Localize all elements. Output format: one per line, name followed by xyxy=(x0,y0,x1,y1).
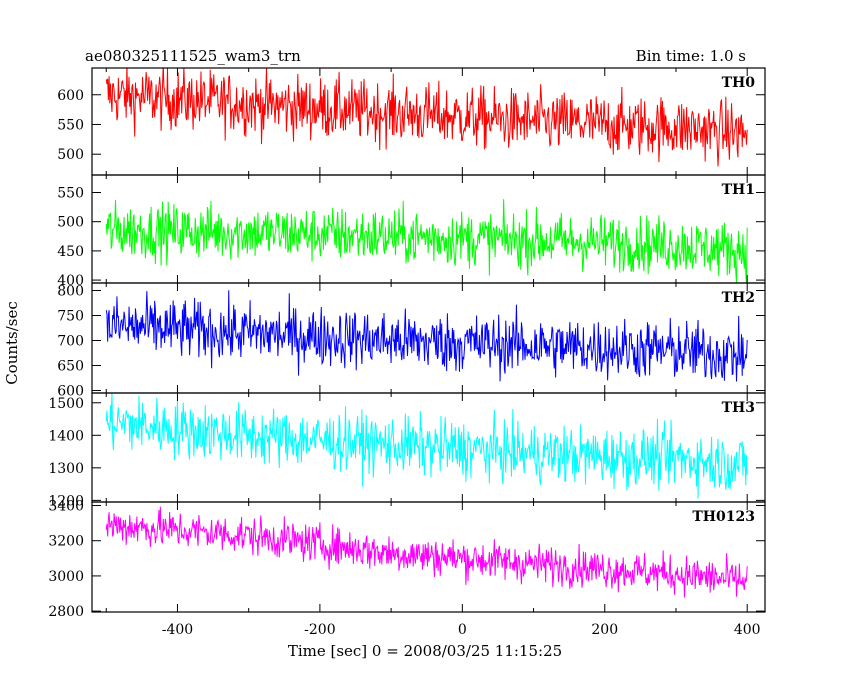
panel-label: TH2 xyxy=(722,290,755,306)
panel-th0: 500 550 600 TH0 xyxy=(57,67,766,176)
y-tick-label: 550 xyxy=(57,117,84,133)
y-tick-label: 550 xyxy=(57,186,84,202)
y-tick-label: 2800 xyxy=(48,604,84,620)
x-tick-label: 200 xyxy=(591,622,618,638)
panel-label: TH1 xyxy=(722,182,755,198)
y-tick-label: 450 xyxy=(57,244,84,260)
x-tick-label: -400 xyxy=(162,622,193,638)
panel-label: TH0 xyxy=(722,75,756,91)
y-tick-label: 400 xyxy=(57,273,84,289)
y-tick-label: 500 xyxy=(57,215,84,231)
y-tick-label: 750 xyxy=(57,309,84,325)
y-tick-label: 500 xyxy=(57,147,84,163)
series-line-th0123 xyxy=(105,506,748,598)
y-tick-label: 800 xyxy=(57,284,84,300)
y-tick-label: 1200 xyxy=(48,493,84,509)
y-axis-label: Counts/sec xyxy=(3,301,21,385)
y-tick-label: 3000 xyxy=(48,569,84,585)
x-tick-label: 0 xyxy=(458,622,467,638)
bin-time-label: Bin time: 1.0 s xyxy=(636,47,746,65)
panel-label: TH0123 xyxy=(692,509,755,525)
chart-title: ae080325111525_wam3_trn xyxy=(85,47,301,65)
panel-label: TH3 xyxy=(722,400,755,416)
y-tick-label: 600 xyxy=(57,384,84,400)
panel-th1: 400 450 500 550 TH1 xyxy=(57,174,766,289)
x-tick-label: 400 xyxy=(734,622,761,638)
panel-th2: 600 650 700 750 800 TH2 xyxy=(57,282,766,400)
x-tick-label: -200 xyxy=(304,622,335,638)
y-tick-label: 1400 xyxy=(48,428,84,444)
panel-frame xyxy=(91,501,766,613)
series-line-th3 xyxy=(105,393,748,499)
y-tick-label: 3200 xyxy=(48,534,84,550)
y-tick-label: 3400 xyxy=(48,499,84,515)
x-axis-label: Time [sec] 0 = 2008/03/25 11:15:25 xyxy=(288,642,562,660)
series-line-th0 xyxy=(105,68,748,167)
y-tick-label: 650 xyxy=(57,359,84,375)
y-tick-label: 1500 xyxy=(48,396,84,412)
panel-th3: 1200 1300 1400 1500 TH3 xyxy=(48,392,766,509)
y-tick-label: 1300 xyxy=(48,461,84,477)
panel-th0123: 2800 3000 3200 3400 TH0123 xyxy=(48,499,766,620)
panels-group: 500 550 600 TH0 400 450 500 550 TH1 600 650 700 750 8… xyxy=(48,67,766,638)
y-tick-label: 700 xyxy=(57,334,84,350)
y-tick-label: 600 xyxy=(57,88,84,104)
series-line-th1 xyxy=(105,199,748,283)
series-line-th2 xyxy=(105,290,748,382)
